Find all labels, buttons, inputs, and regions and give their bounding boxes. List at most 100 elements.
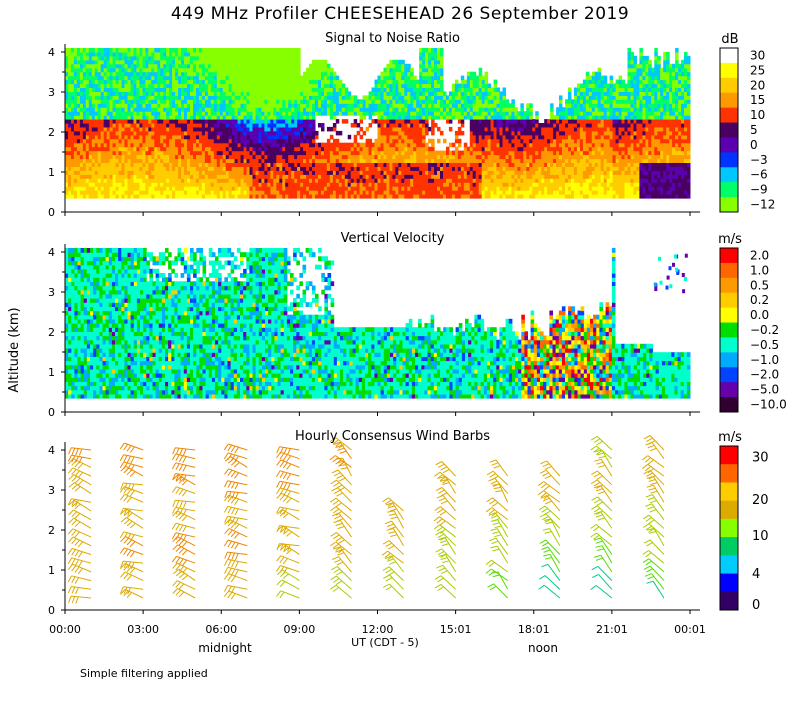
snr-cell [392, 67, 396, 73]
snr-cell [350, 99, 355, 104]
snr-cell [127, 115, 131, 120]
snr-cell [380, 190, 384, 195]
snr-cell [341, 107, 346, 112]
snr-cell [79, 123, 84, 128]
snr-cell [201, 91, 206, 96]
snr-cell [85, 142, 90, 148]
snr-cell [374, 194, 378, 199]
snr-cell [163, 178, 167, 183]
snr-cell [404, 107, 408, 112]
snr-cell [413, 130, 417, 136]
snr-cell [422, 146, 426, 152]
snr-cell [306, 67, 310, 73]
snr-cell [130, 91, 134, 96]
snr-cell [68, 75, 72, 81]
snr-cell [94, 146, 99, 152]
snr-cell [213, 158, 218, 163]
snr-cell [216, 95, 221, 100]
snr-cell [222, 75, 227, 81]
snr-cell [386, 75, 390, 81]
snr-cell [446, 190, 450, 195]
snr-cell [380, 115, 384, 120]
snr-cell [201, 111, 206, 116]
snr-cell [115, 170, 120, 175]
snr-cell [204, 134, 209, 140]
snr-cell [484, 123, 489, 128]
snr-cell [270, 194, 274, 199]
snr-cell [448, 107, 453, 112]
snr-cell [338, 91, 343, 96]
snr-cell [127, 190, 131, 195]
snr-cell [163, 115, 167, 120]
snr-cell [103, 115, 108, 120]
snr-cell [383, 87, 387, 92]
snr-cell [225, 166, 230, 171]
snr-cell [88, 150, 93, 156]
snr-cell [193, 51, 197, 57]
snr-cell [425, 103, 429, 108]
snr-cell [166, 107, 170, 112]
snr-cell [249, 79, 253, 85]
snr-cell [300, 126, 304, 132]
snr-cell [181, 55, 185, 61]
snr-cell [434, 115, 438, 120]
snr-cell [318, 178, 322, 183]
snr-cell [201, 87, 206, 92]
snr-cell [312, 103, 316, 108]
snr-cell [157, 71, 161, 77]
snr-cell [213, 91, 218, 96]
snr-cell [181, 75, 185, 81]
snr-cell [270, 83, 274, 88]
snr-cell [172, 158, 176, 163]
snr-cell [356, 190, 361, 195]
snr-cell [154, 170, 158, 175]
snr-cell [175, 134, 179, 140]
snr-cell [481, 186, 486, 191]
snr-cell [282, 126, 286, 132]
snr-cell [175, 95, 179, 100]
snr-cell [112, 162, 117, 167]
snr-cell [160, 174, 164, 179]
snr-cell [181, 95, 185, 100]
snr-cell [100, 59, 105, 65]
snr-cell [148, 142, 152, 148]
snr-cell [350, 111, 355, 116]
snr-cell [401, 115, 405, 120]
snr-cell [469, 111, 474, 116]
snr-cell [234, 55, 239, 61]
snr-cell [294, 111, 298, 116]
snr-cell [127, 79, 131, 85]
snr-cell [312, 63, 316, 69]
snr-cell [315, 79, 319, 85]
snr-cell [68, 130, 72, 136]
snr-cell [484, 166, 489, 171]
snr-cell [300, 99, 304, 104]
snr-cell [407, 170, 411, 175]
snr-cell [273, 146, 277, 152]
snr-cell [401, 79, 405, 85]
snr-cell [130, 111, 134, 116]
snr-cell [380, 138, 384, 144]
snr-cell [71, 150, 75, 156]
snr-cell [496, 146, 500, 152]
snr-cell [139, 71, 143, 77]
snr-cell [201, 158, 206, 163]
snr-cell [219, 99, 224, 104]
snr-cell [222, 123, 227, 128]
snr-cell [213, 115, 218, 120]
snr-cell [443, 182, 447, 187]
snr-cell [94, 174, 99, 179]
snr-cell [267, 103, 271, 108]
snr-cell [294, 194, 298, 199]
snr-cell [222, 111, 227, 116]
snr-cell [270, 115, 274, 120]
snr-cell [97, 138, 102, 144]
snr-cell [264, 63, 268, 69]
snr-cell [377, 99, 381, 104]
snr-cell [216, 51, 221, 57]
snr-cell [392, 91, 396, 96]
snr-cell [252, 194, 256, 199]
snr-cell [234, 115, 239, 120]
snr-cell [344, 87, 349, 92]
snr-cell [315, 95, 319, 100]
